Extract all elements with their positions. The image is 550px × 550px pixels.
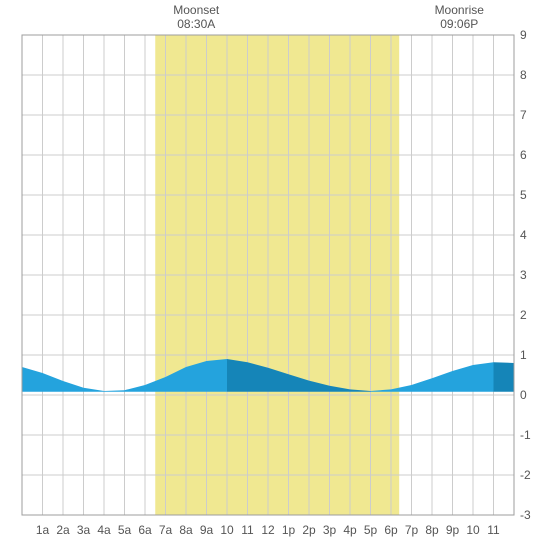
x-tick-label: 5p [364,523,377,537]
y-tick-label: -2 [520,468,531,482]
x-tick-label: 11 [487,523,499,537]
x-tick-label: 10 [466,523,479,537]
y-tick-label: 1 [520,348,527,362]
x-tick-label: 7a [159,523,172,537]
moonrise-label-time: 09:06P [429,17,489,31]
x-tick-label: 3a [77,523,90,537]
x-tick-label: 10 [220,523,233,537]
y-tick-label: 5 [520,188,527,202]
y-tick-label: 4 [520,228,527,242]
y-tick-label: 7 [520,108,527,122]
x-tick-label: 6p [384,523,397,537]
moonset-label: Moonset08:30A [166,3,226,31]
x-tick-label: 6a [138,523,151,537]
y-tick-label: -3 [520,508,531,522]
y-tick-label: 8 [520,68,527,82]
y-tick-label: 9 [520,28,527,42]
x-tick-label: 2p [302,523,315,537]
moonrise-label: Moonrise09:06P [429,3,489,31]
x-tick-label: 9p [446,523,459,537]
moonset-label-time: 08:30A [166,17,226,31]
x-tick-label: 4a [97,523,110,537]
x-tick-label: 5a [118,523,131,537]
x-tick-label: 4p [343,523,356,537]
x-tick-label: 2a [56,523,69,537]
x-tick-label: 8p [425,523,438,537]
moonrise-label-title: Moonrise [435,3,484,17]
x-tick-label: 7p [405,523,418,537]
y-tick-label: 0 [520,388,527,402]
x-tick-label: 3p [323,523,336,537]
x-tick-label: 11 [241,523,253,537]
x-tick-label: 8a [179,523,192,537]
x-tick-label: 1a [36,523,49,537]
tide-chart: -3-2-101234567891a2a3a4a5a6a7a8a9a101112… [0,0,550,550]
x-tick-label: 9a [200,523,213,537]
chart-canvas [0,0,550,550]
y-tick-label: 3 [520,268,527,282]
y-tick-label: 2 [520,308,527,322]
x-tick-label: 12 [261,523,274,537]
y-tick-label: 6 [520,148,527,162]
moonset-label-title: Moonset [173,3,219,17]
y-tick-label: -1 [520,428,531,442]
x-tick-label: 1p [282,523,295,537]
